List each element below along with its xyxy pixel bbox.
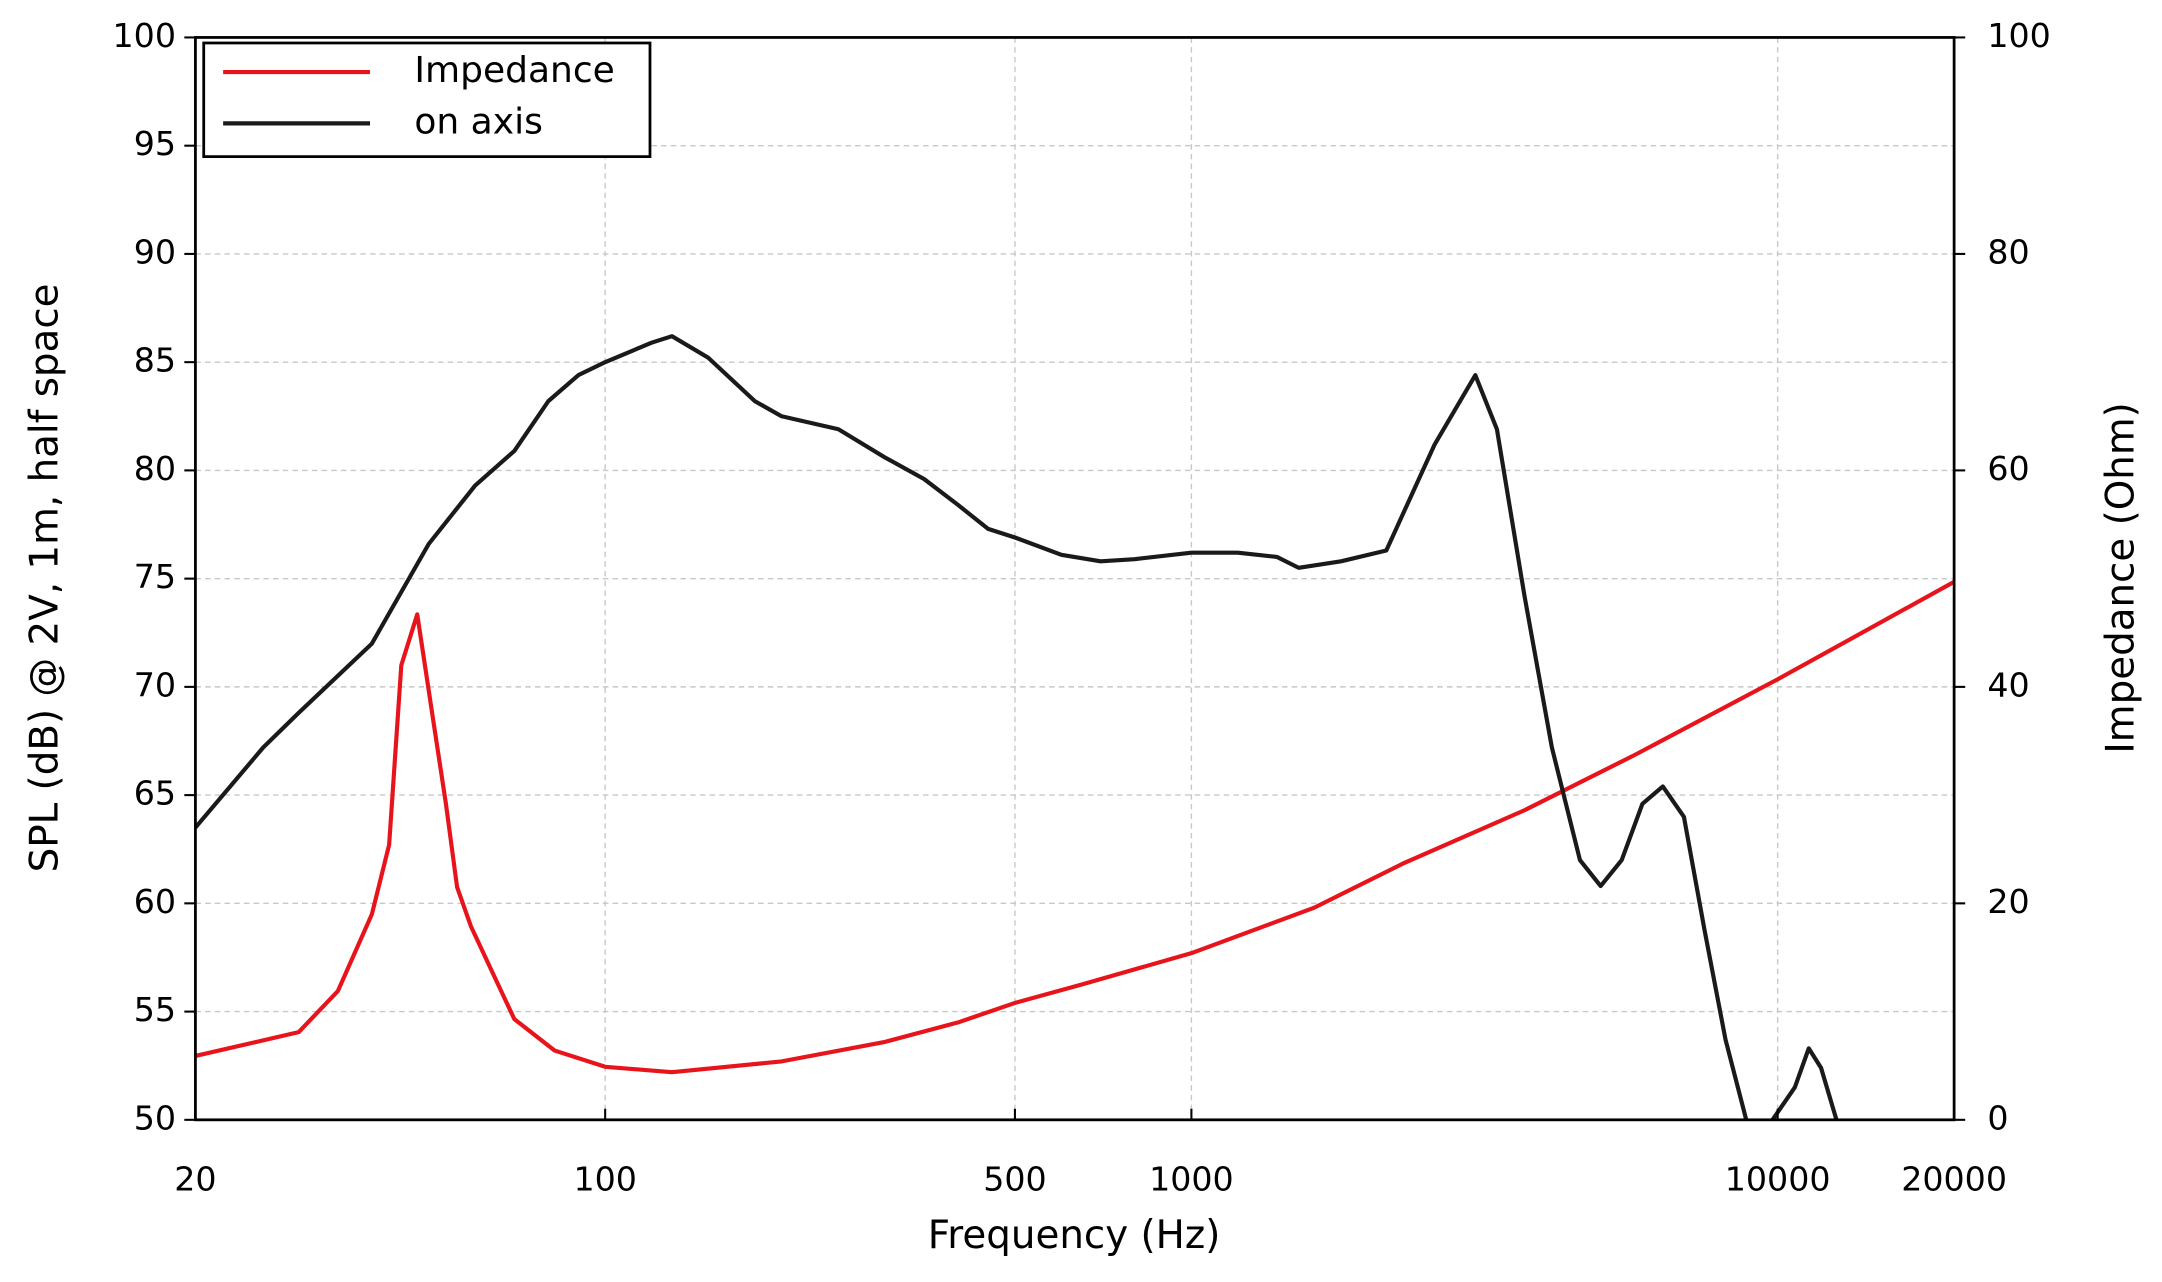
x-tick-label: 100 [573,1159,636,1198]
series-line [195,334,1839,1120]
series-line [195,580,1955,1075]
legend-box [202,41,652,159]
y-tick-label: 80 [134,449,176,488]
y-tick-label: 65 [134,774,176,813]
x-tick-label: 1000 [1149,1159,1234,1198]
x-tick-label: 20 [174,1159,216,1198]
x-tick-label: 10000 [1725,1159,1831,1198]
x-axis-label: Frequency (Hz) [928,1213,1221,1258]
y-tick-label: 100 [113,16,176,55]
x-tick-label: 20000 [1901,1159,2007,1198]
y2-tick-label: 80 [1987,232,2029,271]
y-tick-label: 60 [134,882,176,921]
y2-tick-label: 60 [1987,449,2029,488]
grid [194,36,1955,1121]
y-axis-label: SPL (dB) @ 2V, 1m, half space [23,283,68,872]
y2-tick-label: 100 [1987,16,2050,55]
y-tick-label: 85 [134,341,176,380]
series [195,334,1955,1120]
y-tick-label: 70 [134,665,176,704]
y2-tick-label: 20 [1987,882,2029,921]
legend-label: Impedance [414,50,614,91]
y-tick-label: 50 [134,1098,176,1137]
y2-axis-label: Impedance (Ohm) [2099,402,2144,753]
legend: Impedance on axis [202,41,652,159]
legend-label: on axis [414,101,542,142]
y2-tick-label: 0 [1987,1098,2008,1137]
y-tick-label: 55 [134,990,176,1029]
y2-tick-label: 40 [1987,665,2029,704]
y-tick-label: 95 [134,124,176,163]
y-tick-label: 75 [134,557,176,596]
ticks: 20 100 500 1000 10000 20000505560657075808590… [113,16,2051,1198]
y-tick-label: 90 [134,232,176,271]
x-tick-label: 500 [983,1159,1046,1198]
